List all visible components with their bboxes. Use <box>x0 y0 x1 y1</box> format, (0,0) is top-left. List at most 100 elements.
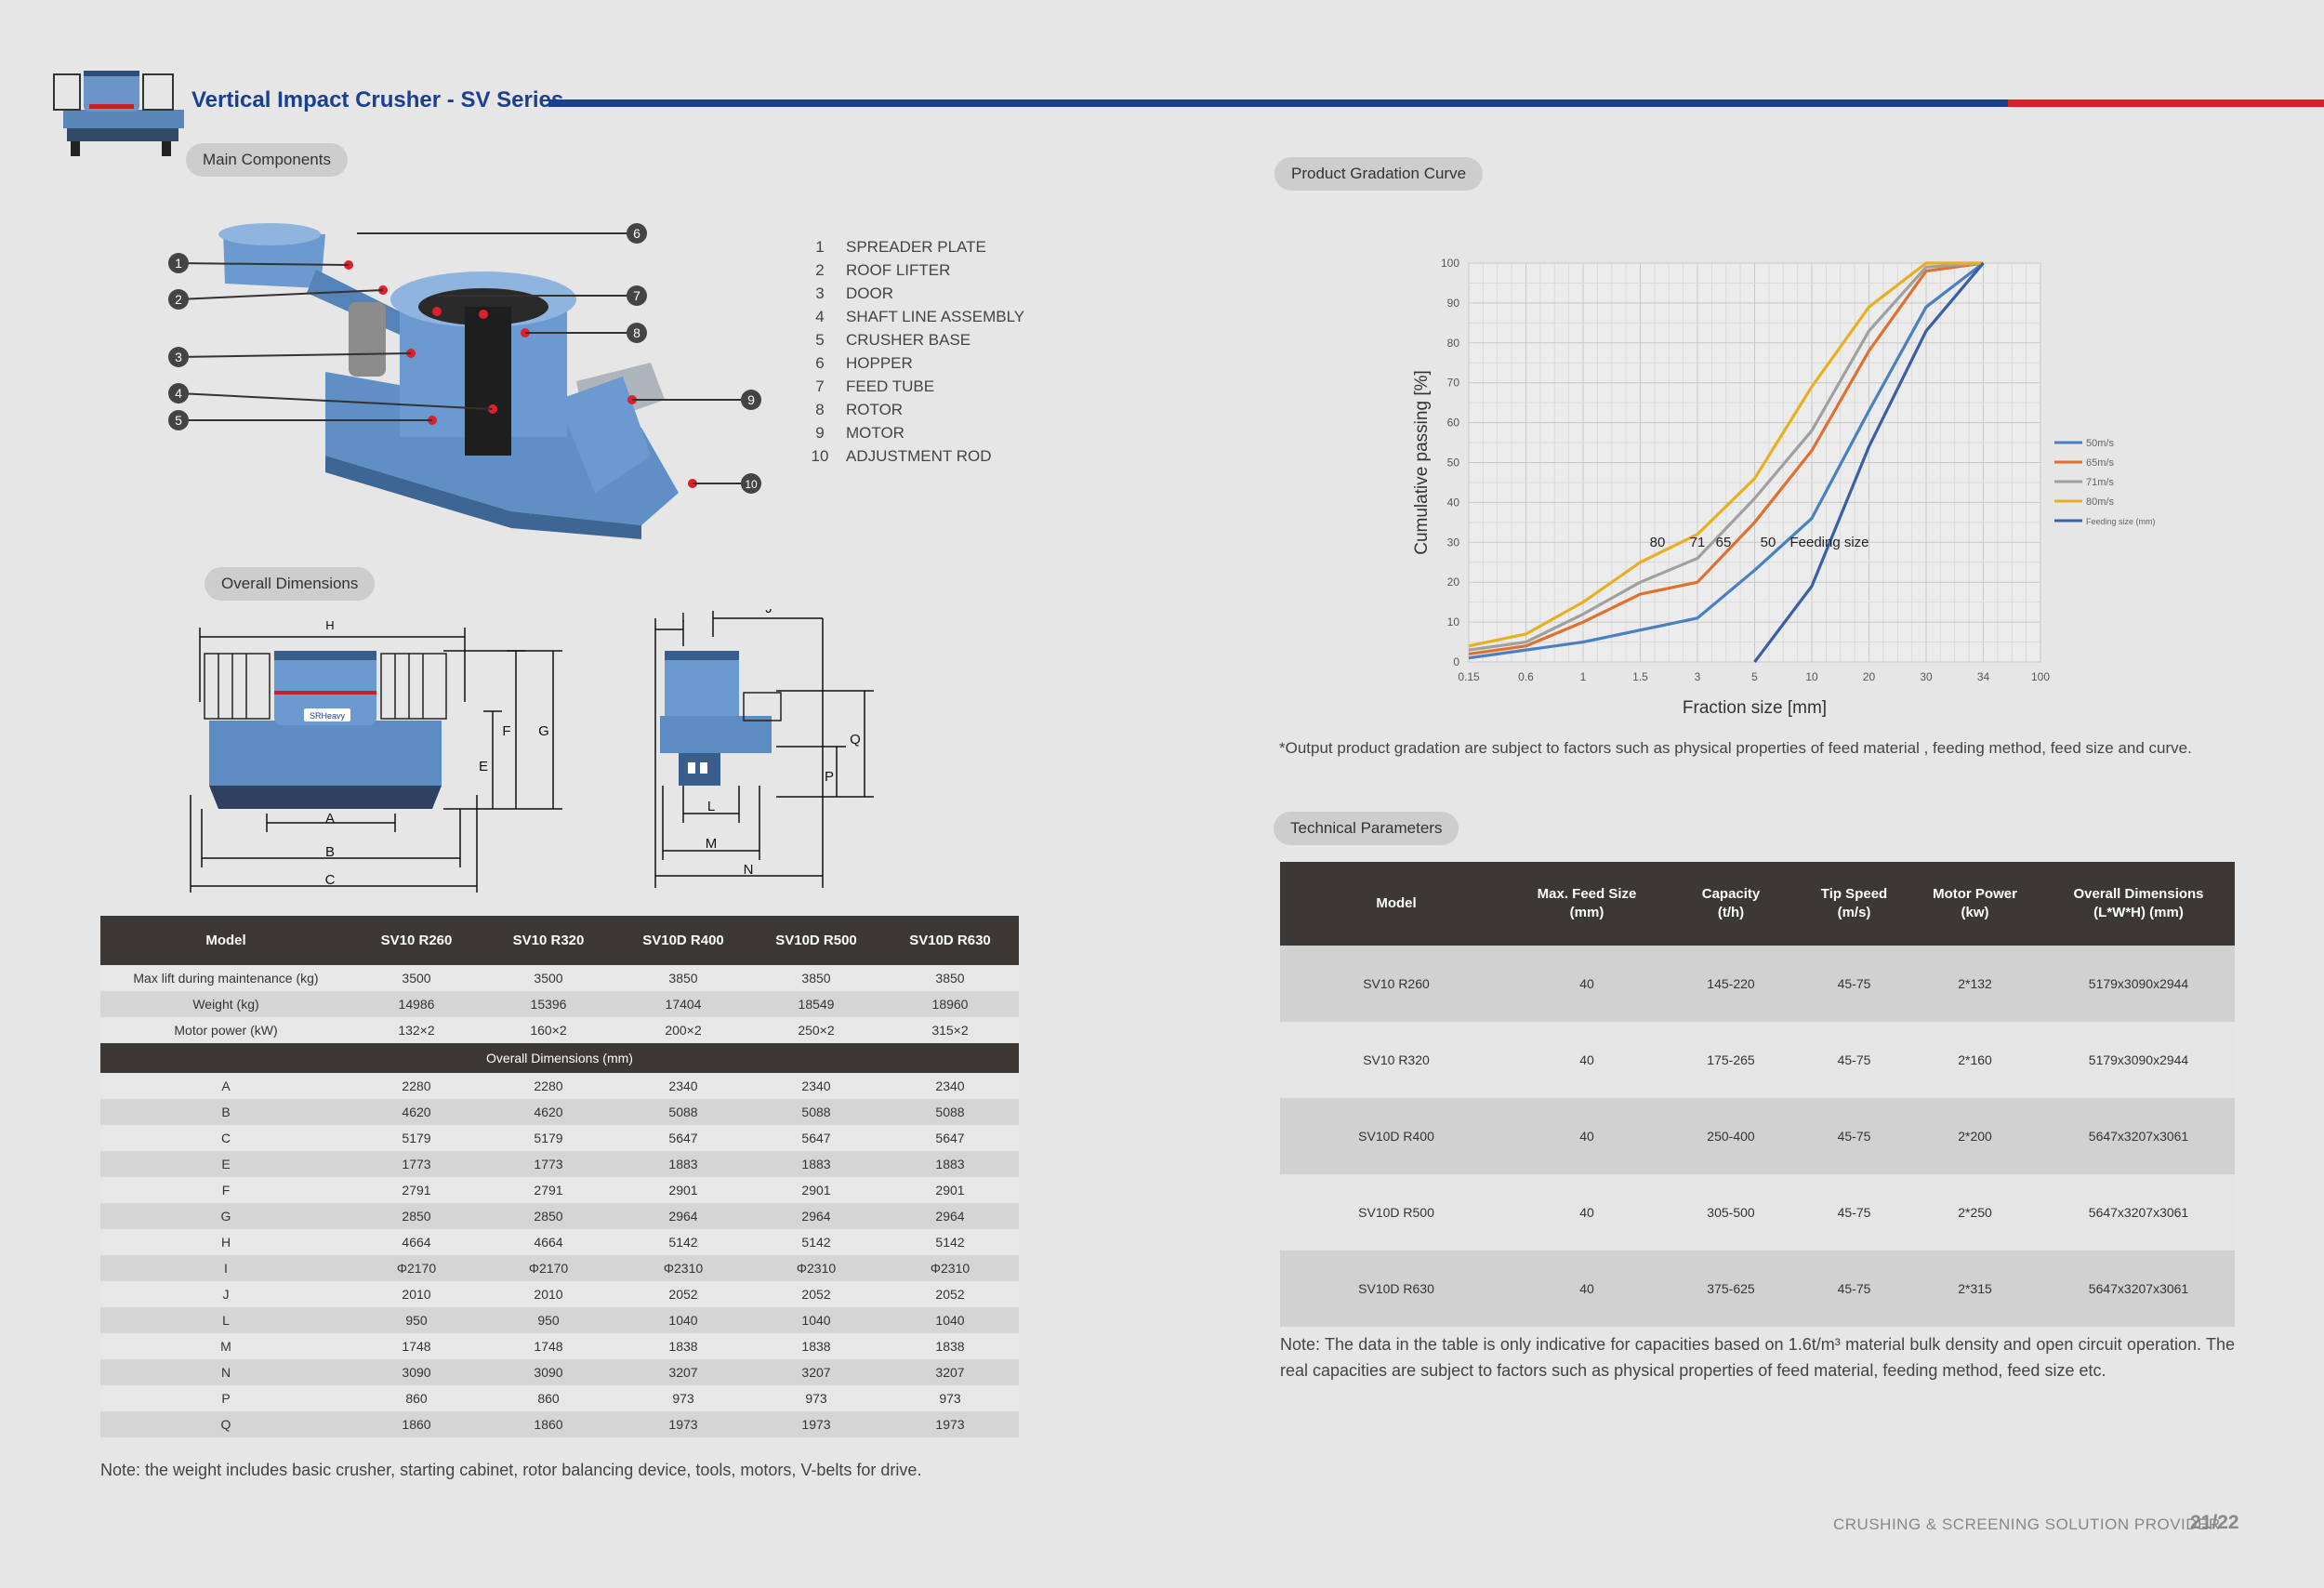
tech-header-line: (mm) <box>1569 905 1604 920</box>
callout-8: 8 <box>633 325 640 340</box>
table-cell: 2850 <box>482 1203 615 1229</box>
table-row: E 1773 1773 1883 1883 1883 <box>100 1151 1019 1177</box>
table-row: M 1748 1748 1838 1838 1838 <box>100 1333 1019 1359</box>
table-cell: 3207 <box>751 1359 881 1385</box>
y-tick-label: 40 <box>1447 496 1460 509</box>
table-cell: 250-400 <box>1661 1098 1801 1174</box>
table-row: L 950 950 1040 1040 1040 <box>100 1307 1019 1333</box>
table-row: SV10D R400 40 250-400 45-75 2*200 5647x3207x3… <box>1280 1098 2235 1174</box>
table-cell: 5647 <box>615 1125 751 1151</box>
chart-annotation: Feeding size <box>1789 535 1868 550</box>
table-cell: M <box>100 1333 351 1359</box>
table-cell: 1748 <box>482 1333 615 1359</box>
x-tick-label: 20 <box>1863 670 1876 683</box>
table-cell: 2*315 <box>1908 1251 2042 1327</box>
table-cell: 950 <box>351 1307 482 1333</box>
table-cell: SV10 R260 <box>1280 946 1512 1022</box>
y-tick-label: 0 <box>1453 655 1459 668</box>
table-cell: 2052 <box>751 1281 881 1307</box>
tech-header-line: Max. Feed Size <box>1537 886 1637 902</box>
table-cell: 305-500 <box>1661 1174 1801 1251</box>
table-cell: 2850 <box>351 1203 482 1229</box>
table-cell: 315×2 <box>881 1017 1019 1043</box>
table-cell: 2*250 <box>1908 1174 2042 1251</box>
legend-label: 71m/s <box>2086 477 2114 488</box>
component-label: DOOR <box>846 285 893 302</box>
table-row: Q 1860 1860 1973 1973 1973 <box>100 1411 1019 1437</box>
table-cell: 2280 <box>351 1073 482 1099</box>
table-cell: 2901 <box>881 1177 1019 1203</box>
table-cell: 18549 <box>751 991 881 1017</box>
table-cell: 45-75 <box>1801 1251 1908 1327</box>
dim-label-a: A <box>325 811 335 827</box>
table-row: C 5179 5179 5647 5647 5647 <box>100 1125 1019 1151</box>
callout-3: 3 <box>175 350 182 364</box>
table-cell: 1773 <box>482 1151 615 1177</box>
x-axis-label: Fraction size [mm] <box>1683 698 1827 718</box>
table-cell: 1040 <box>751 1307 881 1333</box>
table-cell: L <box>100 1307 351 1333</box>
table-cell: 5088 <box>615 1099 751 1125</box>
table-cell: 1973 <box>751 1411 881 1437</box>
table-cell: 3500 <box>351 965 482 991</box>
table-cell: 3090 <box>482 1359 615 1385</box>
tech-header-line: Tip Speed <box>1820 886 1888 902</box>
table-cell: 45-75 <box>1801 1098 1908 1174</box>
dim-label-f: F <box>502 723 510 739</box>
table-cell: SV10D R500 <box>1280 1174 1512 1251</box>
table-cell: 40 <box>1512 1098 1661 1174</box>
component-item: 9 MOTOR <box>801 424 1080 447</box>
component-number: 6 <box>815 354 825 372</box>
table-cell: 40 <box>1512 1174 1661 1251</box>
tech-header-line: (kw) <box>1961 905 1989 920</box>
table-cell: 200×2 <box>615 1017 751 1043</box>
component-item: 10 ADJUSTMENT ROD <box>801 447 1080 470</box>
callout-2: 2 <box>175 292 182 307</box>
table-cell: C <box>100 1125 351 1151</box>
table-cell: A <box>100 1073 351 1099</box>
chart-annotation: 50 <box>1761 535 1776 550</box>
crusher-thumbnail-image <box>53 71 184 156</box>
table-cell: 2052 <box>615 1281 751 1307</box>
table-cell: 860 <box>482 1385 615 1411</box>
x-tick-label: 30 <box>1920 670 1933 683</box>
spec-table-note: Note: the weight includes basic crusher,… <box>100 1461 922 1479</box>
component-number: 5 <box>815 331 825 349</box>
header-rule-blue <box>548 99 2008 107</box>
table-cell: 3850 <box>881 965 1019 991</box>
table-cell: 5179x3090x2944 <box>2042 946 2235 1022</box>
table-cell: 1973 <box>881 1411 1019 1437</box>
page-number: 21/22 <box>2190 1512 2239 1533</box>
component-label: FEED TUBE <box>846 377 935 395</box>
header-rule-red <box>2008 99 2324 107</box>
series-line-3 <box>1468 261 1984 648</box>
callout-7: 7 <box>633 288 640 303</box>
spec-header-cell: SV10 R320 <box>482 916 615 965</box>
table-row: SV10D R500 40 305-500 45-75 2*250 5647x3207x3… <box>1280 1174 2235 1251</box>
component-label: SPREADER PLATE <box>846 238 986 256</box>
table-cell: 2791 <box>351 1177 482 1203</box>
table-cell: 1860 <box>482 1411 615 1437</box>
overall-dimensions-drawing: SRHeavy H A B C E F G <box>190 609 874 893</box>
table-cell: Φ2170 <box>351 1255 482 1281</box>
table-cell: 3850 <box>751 965 881 991</box>
table-row: Weight (kg) 14986 15396 17404 18549 18960 <box>100 991 1019 1017</box>
tech-header-line: (m/s) <box>1837 905 1871 920</box>
table-row: P 860 860 973 973 973 <box>100 1385 1019 1411</box>
table-cell: SV10D R400 <box>1280 1098 1512 1174</box>
table-cell: 2901 <box>615 1177 751 1203</box>
legend-label: 50m/s <box>2086 438 2114 449</box>
tech-header-cell: Capacity (t/h) <box>1661 862 1801 946</box>
y-axis-label: Cumulative passing [%] <box>1412 370 1432 555</box>
table-cell: 1973 <box>615 1411 751 1437</box>
table-cell: 175-265 <box>1661 1022 1801 1098</box>
component-label: ROTOR <box>846 401 904 418</box>
tech-header-cell: Tip Speed (m/s) <box>1801 862 1908 946</box>
table-cell: I <box>100 1255 351 1281</box>
overall-dimensions-subheader: Overall Dimensions (mm) <box>100 1043 1019 1073</box>
table-cell: 5179 <box>482 1125 615 1151</box>
table-cell: 1773 <box>351 1151 482 1177</box>
gradation-chart: 0 10 20 30 40 50 60 70 80 90 100 0.15 0.6 1 1.5 3 5 10 20 3… <box>1412 257 2156 718</box>
table-cell: 3500 <box>482 965 615 991</box>
table-cell: 160×2 <box>482 1017 615 1043</box>
